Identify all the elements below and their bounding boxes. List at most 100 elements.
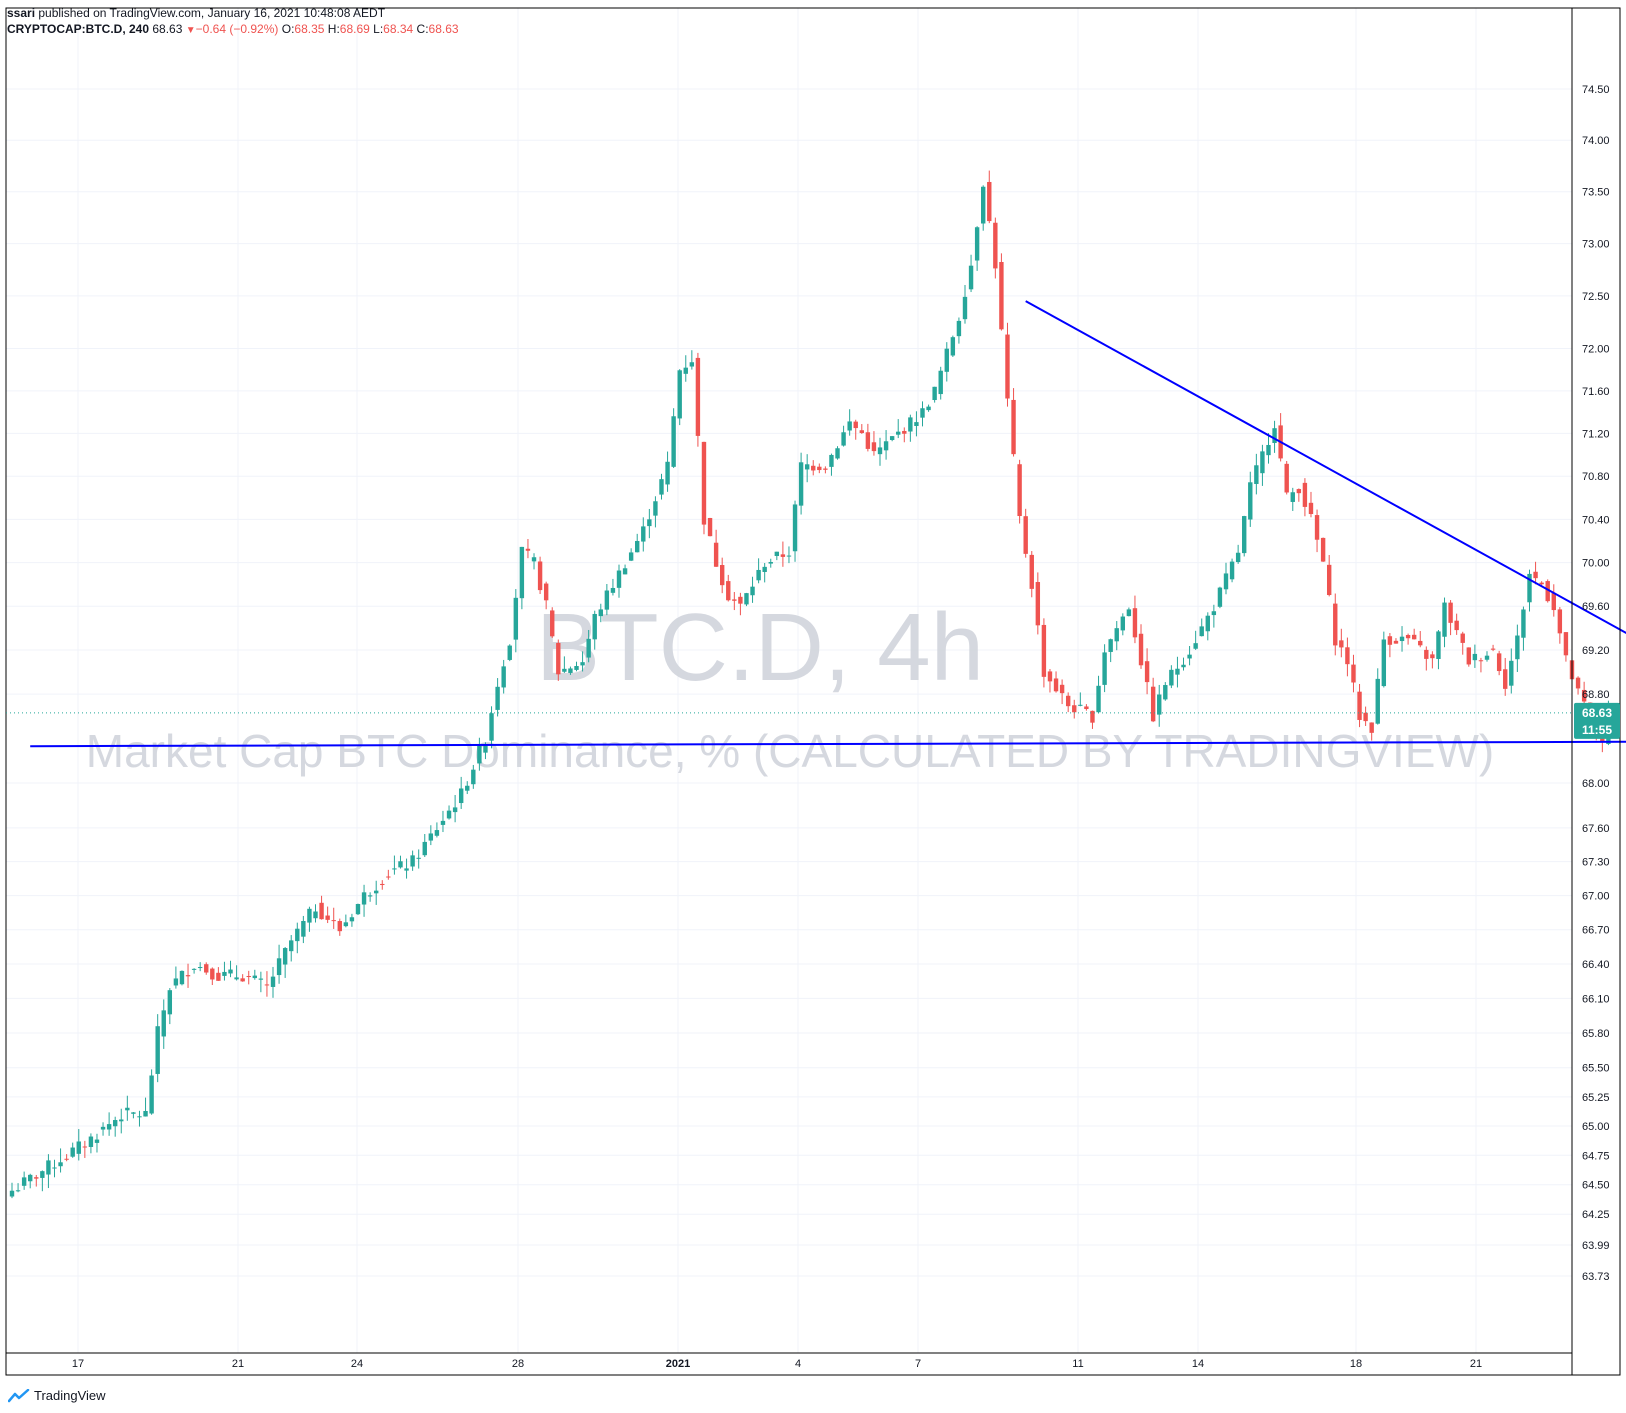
candle-body [234, 977, 239, 980]
candle-body [282, 948, 288, 965]
candle-body [562, 668, 567, 672]
candle-body [902, 430, 907, 434]
open-label: O: [281, 22, 295, 36]
candle-body [908, 417, 913, 432]
price-tick-label: 70.40 [1582, 514, 1610, 526]
candle-body [446, 810, 452, 819]
candle-body [392, 868, 397, 870]
candle-body [15, 1190, 21, 1192]
price-tick-label: 74.50 [1582, 84, 1610, 96]
candle-body [1108, 639, 1113, 652]
trendlines[interactable] [30, 300, 1626, 748]
watermark-title: BTC.D, 4h [536, 594, 984, 701]
candle-body [1545, 581, 1550, 602]
time-tick-label: 17 [72, 1358, 84, 1370]
time-tick-label: 4 [795, 1358, 801, 1370]
candle-body [1132, 608, 1138, 638]
candle-body [1120, 616, 1126, 631]
candle-body [46, 1160, 51, 1175]
candle-body [119, 1119, 124, 1122]
candle-body [1466, 647, 1471, 665]
candle-body [1357, 691, 1362, 720]
candle-body [768, 561, 773, 564]
candle-body [938, 370, 943, 395]
candle-body [738, 596, 743, 604]
candle-body [477, 745, 482, 764]
candle-body [780, 554, 786, 557]
candle-body [1254, 465, 1259, 484]
price-tick-label: 67.00 [1582, 891, 1610, 903]
price-tick-label: 73.00 [1582, 239, 1610, 251]
candle-body [1521, 609, 1526, 638]
brand-name: TradingView [34, 1388, 106, 1403]
candle-body [1211, 611, 1217, 616]
candle-body [137, 1116, 142, 1118]
candle-body [264, 984, 270, 986]
candle-body [422, 841, 427, 856]
candle-body [410, 855, 415, 867]
time-tick-label: 24 [351, 1358, 363, 1370]
candle-body [1260, 451, 1265, 474]
time-axis[interactable]: 17 21 24 28 2021 4 7 11 14 18 21 [72, 1358, 1482, 1370]
candle-body [677, 370, 682, 419]
candle-body [1411, 634, 1417, 640]
candle-body [525, 548, 531, 551]
candle-body [877, 447, 883, 455]
down-arrow-icon: ▼ [185, 25, 196, 36]
candle-body [1065, 695, 1071, 707]
candle-body [1163, 685, 1168, 700]
candle-body [501, 666, 506, 688]
candle-body [598, 609, 603, 617]
price-tick-label: 70.00 [1582, 558, 1610, 570]
candle-body [1017, 464, 1022, 517]
footer-brand[interactable]: TradingView [8, 1388, 106, 1403]
candle-body [337, 921, 342, 932]
high-value: 68.69 [339, 22, 370, 36]
candle-body [707, 517, 713, 537]
candle-body [112, 1120, 118, 1127]
candle-body [835, 448, 840, 459]
symbol-name[interactable]: CRYPTOCAP:BTC.D, 240 [7, 22, 150, 36]
candle-body [1448, 602, 1453, 623]
candle-body [374, 890, 379, 894]
candle-body [1436, 631, 1441, 659]
candle-body [185, 975, 191, 977]
price-tick-label: 66.40 [1582, 959, 1610, 971]
candle-body [1102, 652, 1107, 685]
candle-body [889, 436, 895, 441]
candle-body [1302, 482, 1308, 507]
candle-body [228, 969, 233, 974]
candle-body [495, 686, 500, 710]
candle-body [847, 421, 852, 431]
price-axis[interactable]: 74.50 74.00 73.50 73.00 72.50 72.00 71.60 71.20… [1582, 84, 1610, 1283]
candle-body [1381, 639, 1387, 687]
candle-body [343, 922, 349, 927]
candle-body [173, 978, 179, 986]
candle-body [246, 976, 251, 978]
candle-body [428, 833, 434, 841]
candle-body [1187, 654, 1192, 659]
price-badge-box [1574, 702, 1620, 739]
author-name[interactable]: ssari [7, 6, 36, 20]
candle-body [1205, 615, 1210, 632]
candle-body [744, 593, 749, 605]
candle-body [404, 868, 409, 871]
candle-body [635, 540, 640, 553]
candle-body [853, 421, 858, 429]
price-tick-label: 67.60 [1582, 823, 1610, 835]
candle-body [1072, 705, 1077, 713]
price-tick-label: 69.20 [1582, 645, 1610, 657]
candle-body [149, 1075, 154, 1114]
candle-body [367, 895, 373, 897]
candle-body [1375, 678, 1380, 724]
candle-body [325, 915, 330, 920]
candle-body [1047, 671, 1053, 682]
candle-body [883, 441, 889, 451]
candle-body [841, 432, 846, 446]
candle-body [258, 978, 264, 980]
candle-body [1266, 444, 1271, 456]
candle-body [1527, 573, 1532, 603]
candle-body [1144, 661, 1150, 683]
candle-body [88, 1136, 94, 1147]
